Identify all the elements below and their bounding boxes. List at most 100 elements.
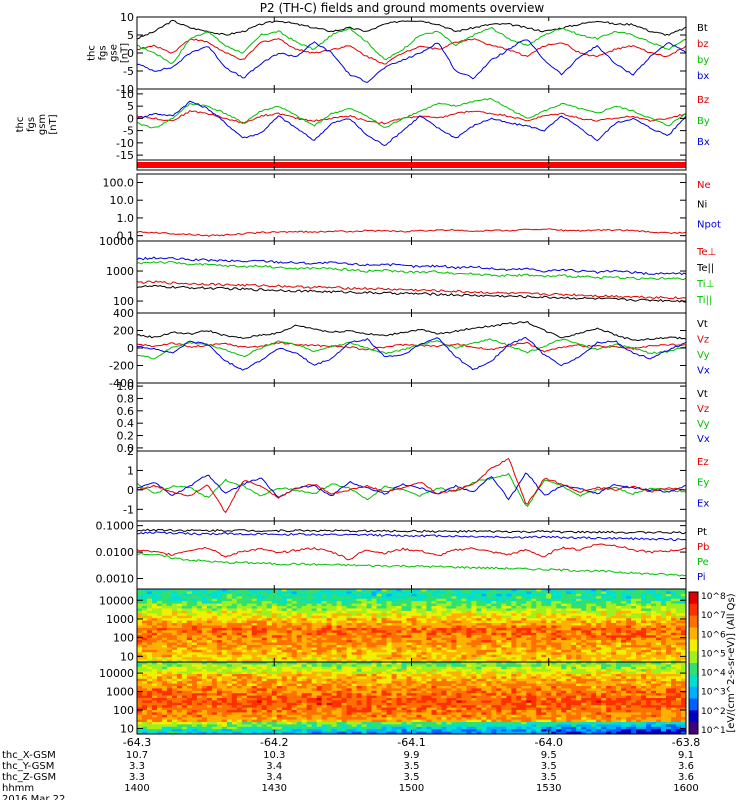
spectrogram-cell: [137, 613, 143, 617]
spectrogram-cell: [656, 644, 662, 648]
spectrogram-cell: [286, 610, 293, 614]
spectrogram-cell: [256, 676, 263, 680]
spectrogram-cell: [406, 652, 412, 656]
spectrogram-cell: [406, 608, 412, 612]
spectrogram-cell: [501, 681, 507, 684]
spectrogram-cell: [446, 664, 452, 668]
spectrogram-cell: [156, 608, 163, 612]
spectrogram-cell: [411, 659, 417, 663]
spectrogram-cell: [586, 591, 592, 595]
spectrogram-cell: [181, 598, 188, 602]
spectrogram-cell: [396, 591, 402, 595]
spectrogram-cell: [276, 637, 283, 641]
spectrogram-cell: [416, 644, 422, 648]
spectrogram-cell: [401, 657, 407, 660]
spectrogram-cell: [656, 610, 662, 614]
spectrogram-cell: [666, 678, 672, 682]
spectrogram-cell: [671, 666, 677, 670]
spectrogram-cell: [191, 688, 198, 692]
spectrogram-cell: [471, 640, 477, 643]
spectrogram-cell: [241, 596, 248, 600]
spectrogram-cell: [191, 606, 198, 609]
spectrogram-cell: [581, 647, 587, 651]
spectrogram-cell: [301, 603, 308, 607]
spectrogram-cell: [546, 637, 552, 641]
spectrogram-cell: [231, 652, 238, 656]
spectrogram-cell: [631, 647, 637, 651]
spectrogram-cell: [636, 618, 642, 622]
spectrogram-cell: [566, 671, 572, 675]
spectrogram-cell: [251, 593, 258, 597]
spectrogram-cell: [261, 598, 268, 602]
spectrogram-cell: [181, 688, 188, 692]
spectrogram-cell: [416, 652, 422, 656]
spectrogram-cell: [181, 649, 188, 653]
spectrogram-cell: [646, 681, 652, 684]
spectrogram-cell: [451, 635, 457, 639]
spectrogram-cell: [216, 659, 223, 663]
spectrogram-cell: [666, 664, 672, 668]
spectrogram-cell: [426, 589, 432, 592]
spectrogram-cell: [666, 671, 672, 675]
spectrogram-cell: [166, 632, 173, 636]
spectrogram-cell: [431, 652, 437, 656]
spectrogram-cell: [316, 630, 323, 634]
spectrogram-cell: [306, 601, 313, 604]
spectrogram-cell: [186, 615, 193, 619]
spectrogram-cell: [431, 630, 437, 634]
spectrogram-cell: [196, 652, 203, 656]
spectrogram-cell: [661, 671, 667, 675]
spectrogram-cell: [336, 615, 343, 619]
spectrogram-cell: [226, 644, 233, 648]
spectrogram-cell: [621, 613, 627, 617]
spectrogram-cell: [391, 662, 397, 665]
spectrogram-cell: [216, 662, 223, 665]
spectrogram-cell: [221, 649, 228, 653]
spectrogram-cell: [601, 683, 607, 687]
spectrogram-cell: [581, 666, 587, 670]
y-tick-label: 5: [127, 100, 134, 113]
spectrogram-cell: [451, 596, 457, 600]
spectrogram-cell: [681, 596, 687, 600]
data-line: [137, 457, 687, 514]
spectrogram-cell: [351, 637, 357, 641]
spectrogram-cell: [526, 671, 532, 675]
spectrogram-cell: [496, 615, 502, 619]
spectrogram-cell: [611, 676, 617, 680]
spectrogram-cell: [481, 630, 487, 634]
spectrogram-cell: [291, 632, 298, 636]
spectrogram-cell: [216, 593, 223, 597]
spectrogram-cell: [326, 630, 333, 634]
spectrogram-cell: [541, 647, 547, 651]
spectrogram-cell: [646, 606, 652, 609]
spectrogram-cell: [391, 686, 397, 689]
spectrogram-cell: [676, 681, 682, 684]
spectrogram-cell: [266, 671, 273, 675]
spectrogram-cell: [286, 635, 293, 639]
spectrogram-cell: [171, 598, 178, 602]
spectrogram-cell: [591, 649, 597, 653]
y-tick-label: -1: [123, 503, 134, 516]
spectrogram-cell: [261, 642, 268, 646]
spectrogram-cell: [156, 623, 163, 626]
spectrogram-cell: [511, 649, 517, 653]
spectrogram-cell: [166, 683, 173, 687]
spectrogram-cell: [146, 615, 153, 619]
spectrogram-cell: [366, 647, 372, 651]
spectrogram-cell: [351, 676, 357, 680]
spectrogram-cell: [316, 678, 323, 682]
spectrogram-cell: [401, 674, 407, 677]
spectrogram-cell: [231, 620, 238, 624]
spectrogram-cell: [576, 649, 582, 653]
spectrogram-cell: [511, 610, 517, 614]
spectrogram-cell: [641, 613, 647, 617]
spectrogram-cell: [646, 647, 652, 651]
spectrogram-cell: [376, 642, 382, 646]
spectrogram-cell: [526, 644, 532, 648]
spectrogram-cell: [546, 606, 552, 609]
spectrogram-cell: [646, 589, 652, 592]
spectrogram-cell: [571, 625, 577, 629]
spectrogram-cell: [551, 666, 557, 670]
spectrogram-cell: [236, 666, 243, 670]
spectrogram-cell: [661, 649, 667, 653]
